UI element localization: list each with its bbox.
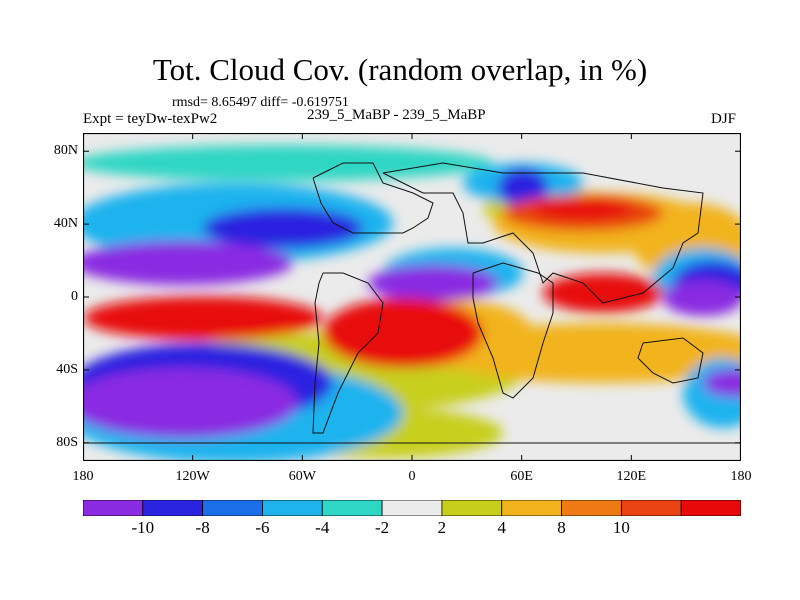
colorbar-label: -4 [315,518,330,537]
rmsd-diff-label: rmsd= 8.65497 diff= -0.619751 [172,95,349,110]
x-tick-label: 0 [408,469,416,484]
y-tick-label: 80N [53,143,78,159]
colorbar-swatch [202,500,263,516]
contour-purple-southern [83,368,298,438]
x-tick-label: 120W [175,469,210,484]
y-tick-label: 0 [71,289,78,304]
contour-purple-atlantic [368,265,498,301]
colorbar-swatch [561,500,622,516]
colorbar-swatch [501,500,562,516]
coastline-africa [472,262,554,399]
colorbar-swatch [680,500,741,516]
experiment-label: Expt = teyDw-texPw2 [83,111,218,127]
colorbar-swatch [83,500,144,516]
colorbar [83,500,741,516]
colorbar-label: 10 [612,518,630,537]
season-label: DJF [711,111,737,127]
x-tick-label: 180 [730,469,752,484]
colorbar-label: -8 [195,518,210,537]
x-tick-label: 180 [72,469,94,484]
x-tick-label: 60W [288,469,316,484]
contour-blue-europe [498,168,548,208]
colorbar-swatch [321,500,383,516]
coastline-australia [637,337,704,384]
colorbar-swatch [262,500,323,516]
colorbar-label: 4 [497,518,506,537]
chart-title: Tot. Cloud Cov. (random overlap, in %) [152,52,648,87]
coastline-south-america [312,272,384,434]
contour-red-pacific-lobe [83,296,323,340]
coastline-north-america [312,162,434,234]
contour-purple-east-pacific [663,280,741,316]
x-axis-ticks [83,133,741,461]
colorbar-swatch [441,500,503,516]
contour-red-eurasia [533,196,633,220]
y-tick-label: 40S [56,361,78,377]
contour-blue-north-pacific [203,208,363,248]
coastline-eurasia [382,162,704,304]
x-tick-label: 120E [616,469,647,484]
land-outline [83,162,741,444]
x-tick-label: 60E [510,469,533,484]
contour-purple-north-pacific [83,241,293,285]
anomaly-field [83,145,741,461]
colorbar-swatch [142,500,204,516]
colorbar-label: 8 [557,518,566,537]
contour-purple-southeast [703,369,741,397]
colorbar-swatch [620,500,682,516]
colorbar-label: -6 [255,518,270,537]
y-tick-label: 80S [56,434,78,450]
y-tick-label: 40N [53,216,78,232]
anomaly-map [83,133,741,461]
colorbar-label: -2 [374,518,390,537]
runs-label: 239_5_MaBP - 239_5_MaBP [307,107,486,123]
contour-red-indian [543,273,663,313]
colorbar-label: 2 [437,518,447,537]
contour-cyan-arctic [83,145,493,181]
colorbar-label: -10 [131,518,155,537]
y-axis-ticks [83,150,741,444]
contour-red-americas [323,298,483,368]
colorbar-swatch [381,500,443,516]
